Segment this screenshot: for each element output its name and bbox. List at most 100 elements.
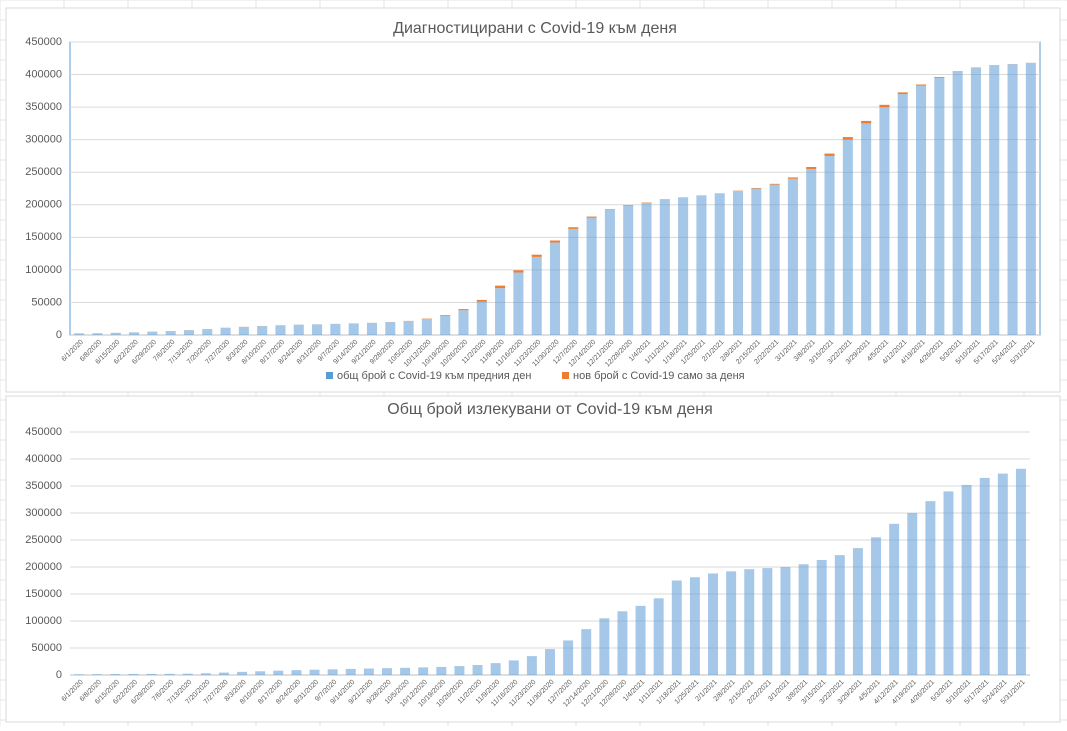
bar-segment xyxy=(458,310,468,335)
bar xyxy=(255,671,265,675)
y-tick-label: 400000 xyxy=(25,68,62,80)
bar-segment xyxy=(788,177,798,178)
bar-segment xyxy=(715,194,725,335)
bar-segment xyxy=(275,325,285,335)
bar xyxy=(92,674,102,675)
bar-segment xyxy=(843,140,853,335)
y-tick-label: 100000 xyxy=(25,264,62,276)
bar-segment xyxy=(495,288,505,335)
bar-segment xyxy=(953,72,963,335)
chart-title: Диагностицирани с Covid-19 към деня xyxy=(393,20,677,37)
bar-segment xyxy=(641,203,651,335)
y-tick-label: 450000 xyxy=(25,426,62,438)
bar-segment xyxy=(568,229,578,335)
bar-segment xyxy=(385,322,395,335)
bar-segment xyxy=(568,227,578,229)
bar-segment xyxy=(147,332,157,335)
bar-segment xyxy=(770,184,780,185)
bar-segment xyxy=(74,333,84,335)
bar-segment xyxy=(751,189,761,336)
bar xyxy=(690,577,700,675)
bar-segment xyxy=(257,326,267,335)
y-tick-label: 0 xyxy=(56,329,62,341)
bar-segment xyxy=(458,309,468,310)
bar-segment xyxy=(879,107,889,335)
bar-segment xyxy=(532,255,542,257)
bar-segment xyxy=(440,316,450,335)
y-tick-label: 400000 xyxy=(25,453,62,465)
chart-title: Общ брой излекувани от Covid-19 към деня xyxy=(387,401,712,418)
bar xyxy=(364,669,374,675)
bar xyxy=(491,663,501,675)
bar xyxy=(147,674,157,675)
bar xyxy=(74,674,84,675)
bar xyxy=(400,668,410,675)
y-tick-label: 450000 xyxy=(25,36,62,48)
bar-segment xyxy=(898,92,908,94)
bar xyxy=(853,548,863,675)
bar-segment xyxy=(843,137,853,140)
bar-segment xyxy=(166,331,176,335)
bar xyxy=(219,673,229,675)
bar-segment xyxy=(678,198,688,335)
bar-segment xyxy=(92,333,102,335)
bar-segment xyxy=(605,210,615,335)
legend-swatch xyxy=(562,372,569,379)
bar xyxy=(581,629,591,675)
bar-segment xyxy=(971,68,981,335)
bar xyxy=(817,560,827,675)
bar-segment xyxy=(916,86,926,335)
bar xyxy=(962,485,972,675)
bar xyxy=(944,491,954,675)
bar xyxy=(889,524,899,675)
bar xyxy=(165,674,175,675)
bar xyxy=(617,611,627,675)
y-tick-label: 350000 xyxy=(25,101,62,113)
bar xyxy=(708,573,718,675)
bar-segment xyxy=(1026,63,1036,335)
bar xyxy=(527,656,537,675)
bar-segment xyxy=(696,196,706,335)
bar-segment xyxy=(422,319,432,335)
bar xyxy=(237,672,247,675)
legend-swatch xyxy=(326,372,333,379)
bar-segment xyxy=(587,217,597,218)
bar xyxy=(418,667,428,675)
legend-label: общ брой с Covid-19 към предния ден xyxy=(337,370,531,382)
bar xyxy=(998,474,1008,675)
bar xyxy=(201,673,211,675)
bar-segment xyxy=(623,205,633,335)
bar-segment xyxy=(934,78,944,335)
bar-segment xyxy=(513,272,523,335)
bar-segment xyxy=(330,324,340,335)
y-tick-label: 350000 xyxy=(25,480,62,492)
bar xyxy=(310,670,320,675)
bar-segment xyxy=(788,179,798,335)
bar-segment xyxy=(751,188,761,189)
y-tick-label: 150000 xyxy=(25,231,62,243)
bar xyxy=(780,567,790,675)
y-tick-label: 0 xyxy=(56,669,62,681)
bar-segment xyxy=(513,270,523,272)
y-tick-label: 300000 xyxy=(25,507,62,519)
y-tick-label: 300000 xyxy=(25,134,62,146)
bar-segment xyxy=(806,169,816,335)
bar-segment xyxy=(605,209,615,210)
bar xyxy=(726,571,736,675)
bar xyxy=(436,667,446,675)
bar xyxy=(925,501,935,675)
legend-label: нов брой с Covid-19 само за деня xyxy=(573,370,745,382)
bar-segment xyxy=(587,218,597,335)
bar-segment xyxy=(129,332,139,335)
y-tick-label: 250000 xyxy=(25,166,62,178)
bar-segment xyxy=(367,323,377,335)
bar-segment xyxy=(550,243,560,335)
bar xyxy=(1016,469,1026,675)
bar-segment xyxy=(550,241,560,243)
bar xyxy=(291,670,301,675)
y-tick-label: 50000 xyxy=(31,296,62,308)
bar xyxy=(183,674,193,675)
bar xyxy=(454,666,464,675)
bar xyxy=(346,669,356,675)
bar-segment xyxy=(532,257,542,335)
